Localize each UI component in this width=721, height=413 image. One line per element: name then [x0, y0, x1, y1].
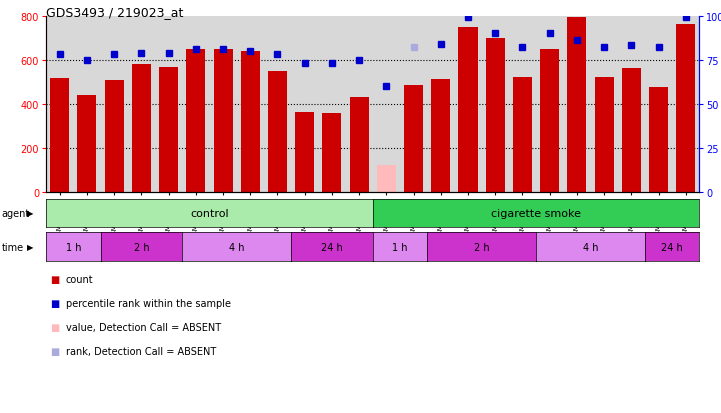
- Text: ■: ■: [50, 275, 59, 285]
- Text: GDS3493 / 219023_at: GDS3493 / 219023_at: [46, 6, 184, 19]
- Bar: [322, 114, 342, 192]
- Text: percentile rank within the sample: percentile rank within the sample: [66, 299, 231, 309]
- Bar: [350, 98, 368, 192]
- Bar: [50, 79, 69, 192]
- Bar: [213, 50, 233, 192]
- Text: time: time: [1, 242, 24, 252]
- Text: 4 h: 4 h: [229, 242, 244, 252]
- Bar: [540, 50, 559, 192]
- Text: agent: agent: [1, 208, 30, 218]
- Text: value, Detection Call = ABSENT: value, Detection Call = ABSENT: [66, 323, 221, 332]
- Bar: [132, 65, 151, 192]
- Bar: [268, 72, 287, 192]
- Text: count: count: [66, 275, 93, 285]
- Bar: [295, 113, 314, 192]
- Text: 2 h: 2 h: [133, 242, 149, 252]
- Text: ▶: ▶: [27, 242, 34, 252]
- Text: 2 h: 2 h: [474, 242, 490, 252]
- Bar: [377, 166, 396, 192]
- Bar: [513, 78, 532, 192]
- Bar: [241, 52, 260, 192]
- Bar: [595, 78, 614, 192]
- Text: control: control: [190, 208, 229, 218]
- Bar: [159, 68, 178, 192]
- Text: 4 h: 4 h: [583, 242, 598, 252]
- Text: 1 h: 1 h: [392, 242, 407, 252]
- Bar: [431, 80, 451, 192]
- Bar: [186, 50, 205, 192]
- Text: ▶: ▶: [27, 209, 34, 218]
- Bar: [404, 85, 423, 192]
- Bar: [105, 81, 124, 192]
- Text: 24 h: 24 h: [661, 242, 683, 252]
- Bar: [622, 69, 641, 192]
- Bar: [649, 88, 668, 192]
- Text: 1 h: 1 h: [66, 242, 81, 252]
- Bar: [77, 95, 97, 192]
- Bar: [486, 38, 505, 192]
- Bar: [459, 28, 477, 192]
- Text: ■: ■: [50, 323, 59, 332]
- Bar: [567, 18, 586, 192]
- Text: 24 h: 24 h: [321, 242, 342, 252]
- Bar: [676, 25, 695, 192]
- Text: ■: ■: [50, 299, 59, 309]
- Text: rank, Detection Call = ABSENT: rank, Detection Call = ABSENT: [66, 347, 216, 356]
- Text: cigarette smoke: cigarette smoke: [491, 208, 581, 218]
- Text: ■: ■: [50, 347, 59, 356]
